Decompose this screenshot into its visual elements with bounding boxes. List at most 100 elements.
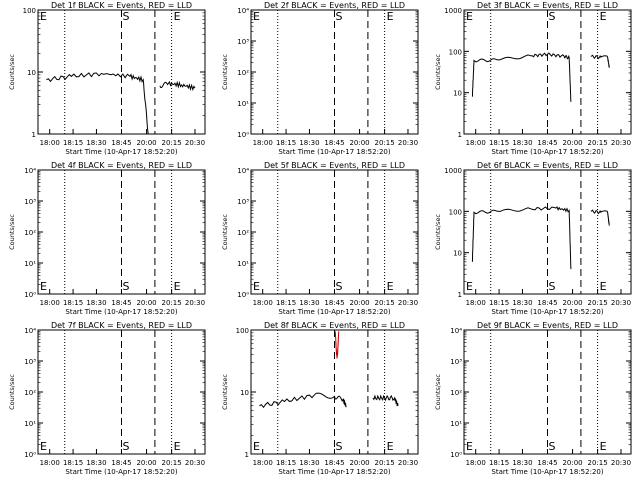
x-tick-label: 20:00: [562, 299, 582, 307]
y-tick-label: 10³: [24, 358, 36, 366]
e-marker: E: [387, 440, 394, 453]
x-tick-label: 20:30: [611, 299, 631, 307]
x-tick-label: 18:45: [111, 459, 131, 467]
y-tick-label: 10¹: [450, 420, 462, 428]
y-tick-label: 10²: [450, 389, 462, 397]
y-axis-label: Counts/sec: [434, 54, 442, 90]
x-tick-label: 18:30: [512, 299, 532, 307]
y-tick-label: 100: [449, 208, 462, 216]
chart-panel-8: Det 8f BLACK = Events, RED = LLD 1 10 100 Co…: [221, 321, 419, 476]
e-marker: E: [387, 280, 394, 293]
y-tick-label: 10¹: [237, 260, 249, 268]
events-series-line: [259, 392, 347, 409]
left-e-marker: E: [40, 10, 47, 23]
y-tick-label: 10: [240, 389, 249, 397]
x-tick-label: 20:00: [562, 139, 582, 147]
left-e-marker: E: [253, 440, 260, 453]
y-axis-label: Counts/sec: [8, 374, 16, 410]
y-axis-label: Counts/sec: [8, 214, 16, 250]
x-tick-label: 18:15: [63, 459, 83, 467]
y-tick-label: 10¹: [24, 420, 36, 428]
x-tick-label: 18:00: [466, 139, 486, 147]
chart-title: Det 5f BLACK = Events, RED = LLD: [264, 161, 405, 170]
x-tick-label: 18:45: [111, 299, 131, 307]
x-tick-label: 20:00: [136, 139, 156, 147]
y-tick-label: 100: [449, 48, 462, 56]
chart-title: Det 4f BLACK = Events, RED = LLD: [51, 161, 192, 170]
y-tick-label: 10¹: [24, 260, 36, 268]
x-tick-label: 20:30: [398, 139, 418, 147]
y-tick-label: 10²: [24, 229, 36, 237]
x-tick-label: 20:15: [162, 299, 182, 307]
x-tick-label: 18:00: [40, 139, 60, 147]
x-tick-label: 20:15: [588, 299, 608, 307]
s-marker: S: [336, 280, 343, 293]
e-marker: E: [600, 440, 607, 453]
x-tick-label: 20:00: [349, 459, 369, 467]
x-tick-label: 20:30: [185, 299, 205, 307]
x-tick-label: 18:45: [324, 139, 344, 147]
x-tick-label: 20:30: [611, 139, 631, 147]
x-tick-label: 20:15: [375, 139, 395, 147]
x-tick-label: 18:30: [512, 459, 532, 467]
x-tick-label: 18:00: [40, 459, 60, 467]
x-tick-label: 20:30: [185, 459, 205, 467]
x-tick-label: 18:30: [299, 299, 319, 307]
y-tick-label: 10⁴: [450, 327, 462, 335]
x-tick-label: 20:15: [375, 299, 395, 307]
y-axis-label: Counts/sec: [221, 54, 229, 90]
x-tick-label: 18:15: [63, 299, 83, 307]
chart-title: Det 7f BLACK = Events, RED = LLD: [51, 321, 192, 330]
e-marker: E: [600, 280, 607, 293]
x-tick-label: 18:30: [512, 139, 532, 147]
x-tick-label: 18:15: [489, 459, 509, 467]
left-e-marker: E: [40, 440, 47, 453]
y-tick-label: 10¹: [237, 100, 249, 108]
x-tick-label: 20:00: [349, 299, 369, 307]
x-tick-label: 20:15: [162, 459, 182, 467]
s-marker: S: [123, 440, 130, 453]
x-tick-label: 20:00: [136, 459, 156, 467]
s-marker: S: [123, 10, 130, 23]
y-tick-label: 10⁰: [450, 451, 462, 459]
left-e-marker: E: [466, 10, 473, 23]
y-tick-label: 10²: [237, 69, 249, 77]
x-tick-label: 18:15: [489, 299, 509, 307]
x-tick-label: 18:00: [466, 459, 486, 467]
chart-panel-3: Det 3f BLACK = Events, RED = LLD 1 10 100 10…: [434, 1, 632, 156]
x-tick-label: 18:15: [63, 139, 83, 147]
y-axis-label: Counts/sec: [221, 374, 229, 410]
s-marker: S: [336, 440, 343, 453]
y-axis-label: Counts/sec: [434, 374, 442, 410]
y-tick-label: 10³: [450, 358, 462, 366]
lld-series-line: [334, 331, 340, 359]
x-tick-label: 20:30: [611, 459, 631, 467]
s-marker: S: [549, 10, 556, 23]
y-tick-label: 10⁴: [24, 327, 36, 335]
x-tick-label: 20:30: [398, 299, 418, 307]
x-tick-label: 20:15: [375, 459, 395, 467]
x-tick-label: 18:00: [253, 139, 273, 147]
e-marker: E: [174, 10, 181, 23]
x-axis-label: Start Time (10-Apr-17 18:52:20): [278, 308, 390, 316]
y-tick-label: 10: [453, 250, 462, 258]
y-tick-label: 10³: [237, 198, 249, 206]
x-tick-label: 18:00: [466, 299, 486, 307]
x-tick-label: 20:15: [588, 459, 608, 467]
x-axis-label: Start Time (10-Apr-17 18:52:20): [65, 468, 177, 476]
s-marker: S: [336, 10, 343, 23]
x-tick-label: 18:00: [253, 299, 273, 307]
y-tick-label: 10⁰: [237, 131, 249, 139]
e-marker: E: [387, 10, 394, 23]
y-tick-label: 10²: [24, 389, 36, 397]
y-axis-label: Counts/sec: [221, 214, 229, 250]
x-tick-label: 18:45: [537, 459, 557, 467]
left-e-marker: E: [40, 280, 47, 293]
x-tick-label: 20:15: [588, 139, 608, 147]
x-axis-label: Start Time (10-Apr-17 18:52:20): [491, 468, 603, 476]
chart-panel-1: Det 1f BLACK = Events, RED = LLD 1 10 100 Co…: [8, 1, 206, 156]
s-marker: S: [123, 280, 130, 293]
chart-title: Det 2f BLACK = Events, RED = LLD: [264, 1, 405, 10]
y-tick-label: 10: [27, 69, 36, 77]
chart-panel-7: Det 7f BLACK = Events, RED = LLD 10⁰ 10¹ 10…: [8, 321, 206, 476]
